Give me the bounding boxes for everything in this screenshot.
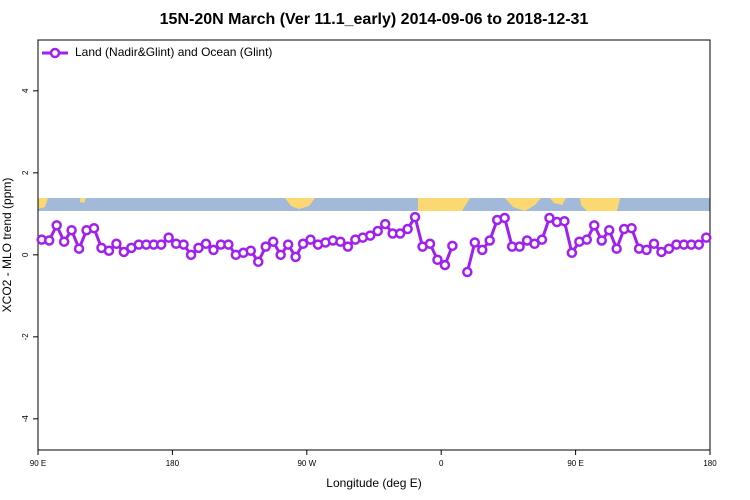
x-tick-label: 180 xyxy=(703,459,717,468)
data-point xyxy=(499,212,510,224)
x-tick-label: 90 W xyxy=(297,459,316,468)
x-tick-label: 0 xyxy=(439,459,444,468)
data-point xyxy=(88,222,100,234)
data-point xyxy=(626,222,637,234)
data-point xyxy=(484,235,495,246)
data-point xyxy=(424,238,436,250)
y-tick-label: 0 xyxy=(21,252,30,257)
y-tick-label: 4 xyxy=(21,88,30,93)
data-point xyxy=(566,247,578,259)
data-point xyxy=(297,238,309,250)
data-point xyxy=(641,244,652,256)
x-axis-label: Longitude (deg E) xyxy=(326,476,421,490)
data-point xyxy=(529,238,540,250)
series-line xyxy=(41,213,454,268)
plot-frame xyxy=(37,39,711,451)
data-point xyxy=(118,246,130,258)
legend-label: Land (Nadir&Glint) and Ocean (Glint) xyxy=(75,45,272,59)
data-point xyxy=(282,239,294,250)
data-point xyxy=(693,239,705,250)
data-point xyxy=(193,242,204,254)
data-point xyxy=(223,239,234,250)
legend-marker xyxy=(49,47,61,59)
data-point xyxy=(208,244,219,256)
data-point xyxy=(245,245,257,256)
data-point xyxy=(335,236,346,247)
data-point xyxy=(701,232,712,243)
data-point xyxy=(611,243,622,254)
data-point xyxy=(469,237,481,248)
data-point xyxy=(163,232,174,243)
data-point xyxy=(51,220,62,231)
x-tick-label: 90 E xyxy=(567,459,583,468)
data-point xyxy=(536,234,548,245)
data-point xyxy=(43,235,55,246)
data-point xyxy=(462,266,473,278)
data-point xyxy=(290,251,301,263)
x-tick-label: 90 E xyxy=(30,459,46,468)
data-point xyxy=(365,230,376,241)
data-point xyxy=(394,228,406,239)
data-point xyxy=(432,254,443,266)
data-point xyxy=(648,238,660,250)
data-point xyxy=(379,218,391,230)
data-point xyxy=(581,234,593,245)
y-axis-label: XCO2 - MLO trend (ppm) xyxy=(0,178,14,313)
data-point xyxy=(305,234,316,245)
data-point xyxy=(111,238,122,250)
data-point xyxy=(342,241,354,252)
data-point xyxy=(477,244,488,256)
data-point xyxy=(267,236,279,247)
data-point xyxy=(275,249,286,261)
data-point xyxy=(253,256,264,268)
data-point xyxy=(372,225,383,237)
legend: Land (Nadir&Glint) and Ocean (Glint) xyxy=(42,45,272,59)
data-point xyxy=(447,240,458,252)
y-tick-label: -2 xyxy=(21,333,30,341)
data-point xyxy=(200,238,212,250)
data-point xyxy=(260,241,271,252)
data-point xyxy=(439,259,451,271)
data-point xyxy=(58,236,70,247)
data-point xyxy=(73,243,85,254)
data-point xyxy=(603,224,615,236)
chart-title: 15N-20N March (Ver 11.1_early) 2014-09-0… xyxy=(160,11,589,28)
data-point xyxy=(185,249,197,261)
y-tick-label: 2 xyxy=(21,170,30,175)
data-point xyxy=(514,241,525,252)
x-tick-label: 180 xyxy=(166,459,180,468)
data-point xyxy=(596,235,607,246)
data-point xyxy=(544,212,555,224)
map-band xyxy=(38,198,710,211)
data-point xyxy=(402,223,413,235)
data-point xyxy=(409,211,421,223)
data-point xyxy=(155,239,167,250)
data-point xyxy=(589,220,600,231)
data-point xyxy=(663,243,675,254)
y-tick-label: -4 xyxy=(21,415,30,423)
data-point xyxy=(103,245,115,256)
data-point xyxy=(559,215,570,227)
data-point xyxy=(66,224,77,236)
data-point xyxy=(178,239,189,250)
